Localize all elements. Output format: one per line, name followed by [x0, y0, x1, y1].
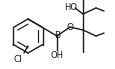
Text: B: B [53, 32, 60, 41]
Text: O: O [66, 22, 73, 32]
Text: HO: HO [64, 2, 77, 12]
Text: Cl: Cl [13, 55, 22, 63]
Text: OH: OH [50, 51, 63, 61]
